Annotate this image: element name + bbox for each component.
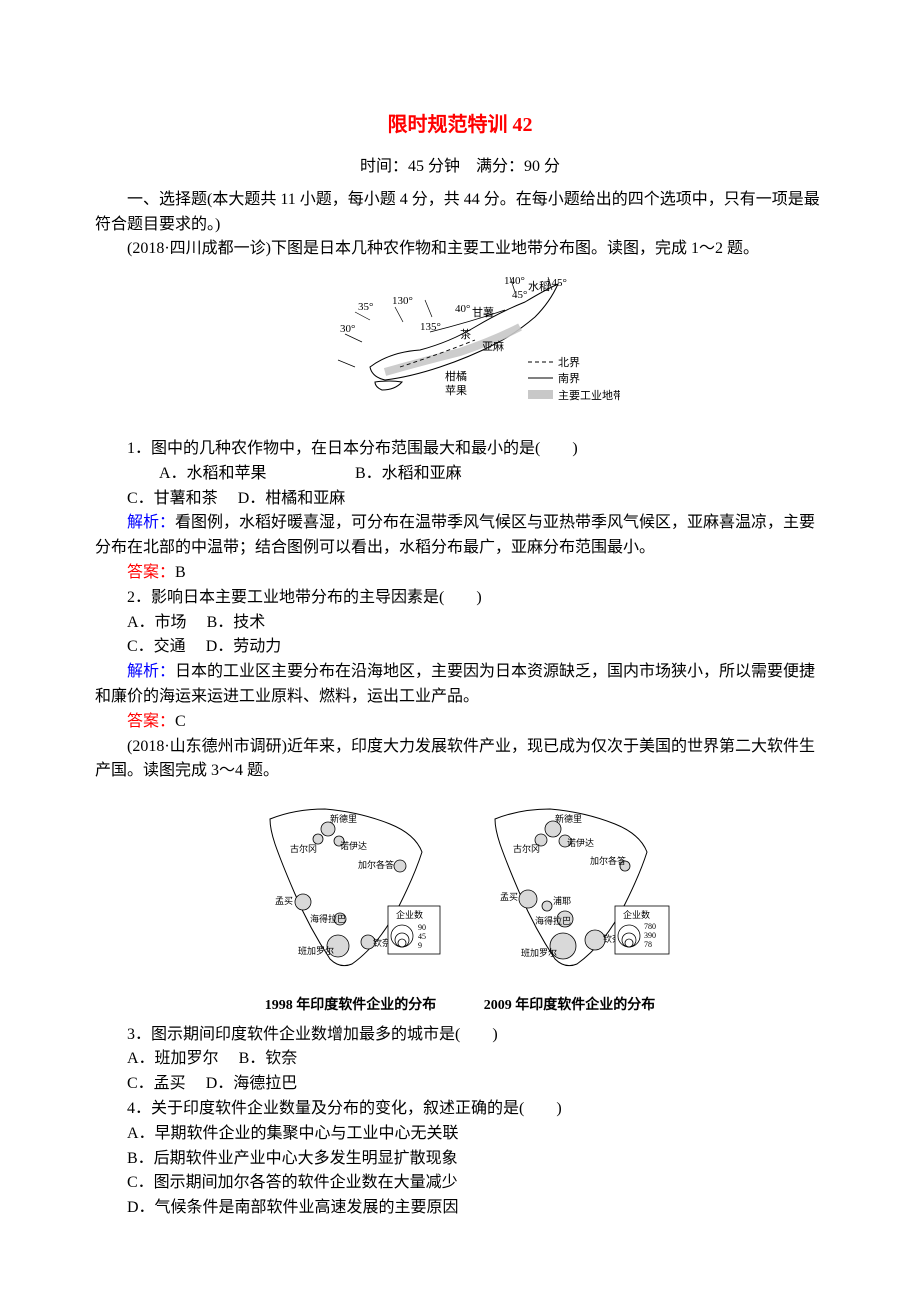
svg-text:古尔冈: 古尔冈 [290,843,317,854]
q2-B: B．技术 [207,614,266,631]
q2-stem: 2．影响日本主要工业地带分布的主导因素是( ) [95,586,825,611]
svg-text:诺伊达: 诺伊达 [567,837,594,848]
svg-text:加尔各答: 加尔各答 [590,855,626,866]
svg-text:45: 45 [418,932,426,941]
svg-text:诺伊达: 诺伊达 [340,840,367,851]
q2-D: D．劳动力 [206,638,282,655]
page-subtitle: 时间：45 分钟 满分：90 分 [95,155,825,180]
q2-analysis-text: 日本的工业区主要分布在沿海地区，主要因为日本资源缺乏，国内市场狭小，所以需要便捷… [95,663,815,705]
svg-text:35°: 35° [358,301,373,313]
exam-page: 限时规范特训 42 时间：45 分钟 满分：90 分 一、选择题(本大题共 11… [0,0,920,1302]
svg-text:柑橘: 柑橘 [445,369,467,383]
q4-D-row: D．气候条件是南部软件业高速发展的主要原因 [95,1196,825,1221]
india-maps-svg: 新德里 古尔冈 诺伊达 加尔各答 孟买 海得拉巴 班加罗尔 钦奈 企业数 90 … [240,794,680,984]
answer-label: 答案： [127,713,175,730]
q3-D: D．海德拉巴 [206,1075,298,1092]
figure2-left-caption: 1998 年印度软件企业的分布 [265,995,437,1017]
svg-text:390: 390 [644,931,656,940]
svg-text:苹果: 苹果 [445,383,467,397]
svg-text:海得拉巴: 海得拉巴 [535,915,571,926]
q2-answer-text: C [175,713,186,730]
q3-stem: 3．图示期间印度软件企业数增加最多的城市是( ) [95,1023,825,1048]
svg-text:水稻: 水稻 [528,280,550,293]
svg-text:140°: 140° [504,275,525,287]
svg-text:40°: 40° [455,303,470,315]
q2-row-cd: C．交通 D．劳动力 [95,635,825,660]
figure2-captions: 1998 年印度软件企业的分布 2009 年印度软件企业的分布 [95,995,825,1017]
svg-text:孟买: 孟买 [275,896,293,906]
svg-text:甘薯: 甘薯 [472,306,494,319]
q4-C-row: C．图示期间加尔各答的软件企业数在大量减少 [95,1171,825,1196]
q1-C: C．甘薯和茶 [127,490,218,507]
q2-analysis: 解析：日本的工业区主要分布在沿海地区，主要因为日本资源缺乏，国内市场狭小，所以需… [95,660,825,710]
q1-analysis-text: 看图例，水稻好暖喜湿，可分布在温带季风气候区与亚热带季风气候区，亚麻喜温凉，主要… [95,514,815,556]
svg-text:30°: 30° [340,323,355,335]
q3-row-cd: C．孟买 D．海德拉巴 [95,1072,825,1097]
svg-text:浦耶: 浦耶 [553,895,571,906]
svg-text:班加罗尔: 班加罗尔 [298,945,334,956]
svg-text:茶: 茶 [460,328,471,341]
svg-text:45°: 45° [512,289,527,301]
svg-text:亚麻: 亚麻 [482,339,504,353]
q1-row-cd: C．甘薯和茶 D．柑橘和亚麻 [95,487,825,512]
svg-text:78: 78 [644,940,652,949]
passage1-intro: (2018·四川成都一诊)下图是日本几种农作物和主要工业地带分布图。读图，完成 … [95,237,825,262]
svg-text:加尔各答: 加尔各答 [358,859,394,870]
q4-A-row: A．早期软件企业的集聚中心与工业中心无关联 [95,1122,825,1147]
q3-B: B．钦奈 [239,1050,298,1067]
q1-answer: 答案：B [95,561,825,586]
q1-A: A．水稻和苹果 [127,462,319,487]
svg-text:130°: 130° [392,295,413,307]
q4-B-row: B．后期软件业产业中心大多发生明显扩散现象 [95,1147,825,1172]
svg-text:古尔冈: 古尔冈 [513,843,540,854]
svg-text:南界: 南界 [558,372,580,385]
q2-row-ab: A．市场 B．技术 [95,611,825,636]
analysis-label: 解析： [127,514,175,531]
svg-text:主要工业地带: 主要工业地带 [558,389,620,402]
q4-stem: 4．关于印度软件企业数量及分布的变化，叙述正确的是( ) [95,1097,825,1122]
figure-2-india-maps: 新德里 古尔冈 诺伊达 加尔各答 孟买 海得拉巴 班加罗尔 钦奈 企业数 90 … [95,794,825,1016]
svg-text:孟买: 孟买 [500,892,518,902]
q2-C: C．交通 [127,638,186,655]
passage2-intro: (2018·山东德州市调研)近年来，印度大力发展软件产业，现已成为仅次于美国的世… [95,735,825,785]
answer-label: 答案： [127,564,175,581]
japan-map-svg: 35° 30° 130° 135° 40° 140° 45° 145° 水稻 甘… [300,272,620,422]
svg-text:新德里: 新德里 [330,813,357,824]
svg-text:新德里: 新德里 [555,813,582,824]
q1-B: B．水稻和亚麻 [323,462,483,487]
q1-stem: 1．图中的几种农作物中，在日本分布范围最大和最小的是( ) [95,437,825,462]
q3-row-ab: A．班加罗尔 B．钦奈 [95,1047,825,1072]
figure-1-japan-map: 35° 30° 130° 135° 40° 140° 45° 145° 水稻 甘… [95,272,825,431]
svg-text:780: 780 [644,922,656,931]
svg-text:企业数: 企业数 [396,909,423,920]
svg-text:北界: 北界 [558,356,580,369]
q2-answer: 答案：C [95,710,825,735]
q1-row-ab: A．水稻和苹果 B．水稻和亚麻 [95,462,825,487]
q2-A: A．市场 [127,614,187,631]
q3-A: A．班加罗尔 [127,1050,219,1067]
q1-answer-text: B [175,564,186,581]
q3-C: C．孟买 [127,1075,186,1092]
svg-text:90: 90 [418,923,426,932]
page-title: 限时规范特训 42 [95,110,825,141]
analysis-label: 解析： [127,663,175,680]
section-intro: 一、选择题(本大题共 11 小题，每小题 4 分，共 44 分。在每小题给出的四… [95,188,825,238]
svg-text:9: 9 [418,941,422,950]
svg-text:企业数: 企业数 [623,909,650,920]
svg-text:135°: 135° [420,321,441,333]
svg-text:班加罗尔: 班加罗尔 [521,947,557,958]
q1-D: D．柑橘和亚麻 [238,490,346,507]
q1-analysis: 解析：看图例，水稻好暖喜湿，可分布在温带季风气候区与亚热带季风气候区，亚麻喜温凉… [95,511,825,561]
svg-text:海得拉巴: 海得拉巴 [310,913,346,924]
figure2-right-caption: 2009 年印度软件企业的分布 [484,995,656,1017]
